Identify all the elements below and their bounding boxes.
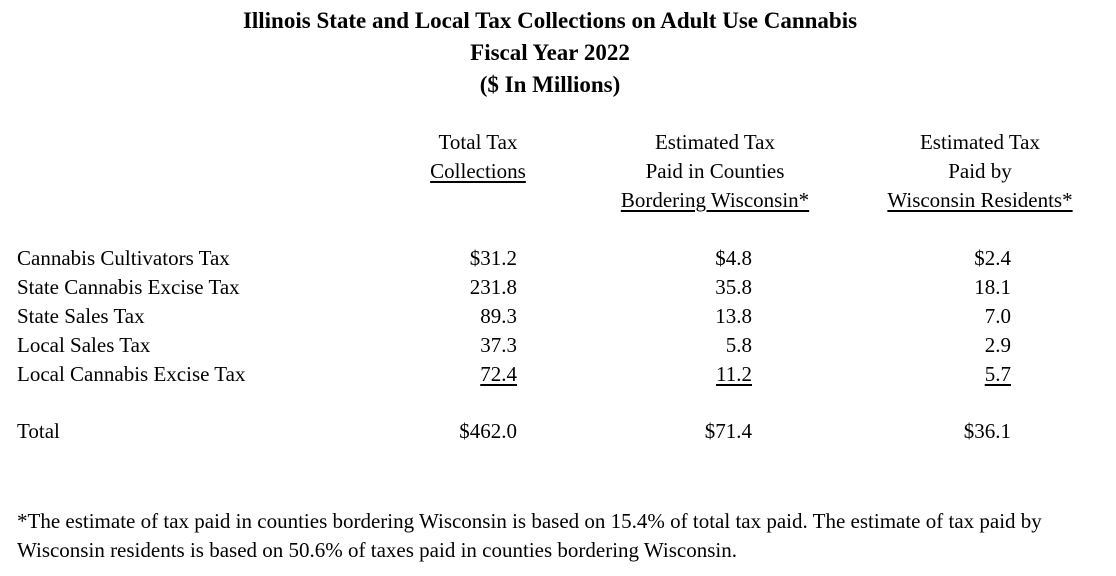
- cell-bordering: 11.2: [716, 362, 752, 386]
- title-line-3: ($ In Millions): [479, 72, 621, 97]
- column-header-line: Collections: [430, 159, 526, 183]
- column-header-line: Estimated Tax: [919, 130, 1041, 154]
- cell-bordering: 35.8: [715, 275, 752, 299]
- cell-total: 89.3: [480, 304, 517, 328]
- footnote: *The estimate of tax paid in counties bo…: [17, 509, 1042, 562]
- cell-residents-wrap: 5.7: [900, 360, 1011, 389]
- column-header-bordering: Estimated Tax Paid in Counties Bordering…: [590, 128, 840, 215]
- row-label: Local Sales Tax: [17, 333, 151, 357]
- column-header-line: Paid by: [948, 159, 1012, 183]
- cell-bordering-wrap: 11.2: [640, 360, 752, 389]
- cell-total: $31.2: [469, 246, 517, 270]
- total-cell-total: $462.0: [459, 419, 517, 443]
- cell-residents: 18.1: [974, 275, 1011, 299]
- cell-total: 37.3: [480, 333, 517, 357]
- row-label: Local Cannabis Excise Tax: [17, 362, 246, 386]
- cell-residents: 5.7: [984, 362, 1011, 386]
- row-label: State Cannabis Excise Tax: [17, 275, 240, 299]
- total-cell-bordering: $71.4: [704, 419, 752, 443]
- column-header-total: Total Tax Collections: [398, 128, 558, 186]
- title-line-1: Illinois State and Local Tax Collections…: [242, 8, 858, 33]
- cell-bordering: 13.8: [715, 304, 752, 328]
- cell-total: 231.8: [469, 275, 517, 299]
- column-header-residents: Estimated Tax Paid by Wisconsin Resident…: [860, 128, 1100, 215]
- cell-total-wrap: 72.4: [405, 360, 517, 389]
- column-header-line: Bordering Wisconsin*: [620, 188, 810, 212]
- column-header-line: Total Tax: [438, 130, 518, 154]
- title-line-2: Fiscal Year 2022: [470, 40, 630, 65]
- row-label: Cannabis Cultivators Tax: [17, 246, 230, 270]
- column-header-line: Wisconsin Residents*: [887, 188, 1073, 212]
- cell-bordering: 5.8: [725, 333, 752, 357]
- cell-residents: 2.9: [984, 333, 1011, 357]
- total-cell-residents: $36.1: [963, 419, 1011, 443]
- cell-residents: $2.4: [974, 246, 1011, 270]
- cell-bordering: $4.8: [715, 246, 752, 270]
- row-label: State Sales Tax: [17, 304, 145, 328]
- cell-residents: 7.0: [984, 304, 1011, 328]
- column-header-line: Paid in Counties: [645, 159, 785, 183]
- cell-total: 72.4: [480, 362, 517, 386]
- total-label: Total: [17, 419, 60, 443]
- column-header-line: Estimated Tax: [654, 130, 776, 154]
